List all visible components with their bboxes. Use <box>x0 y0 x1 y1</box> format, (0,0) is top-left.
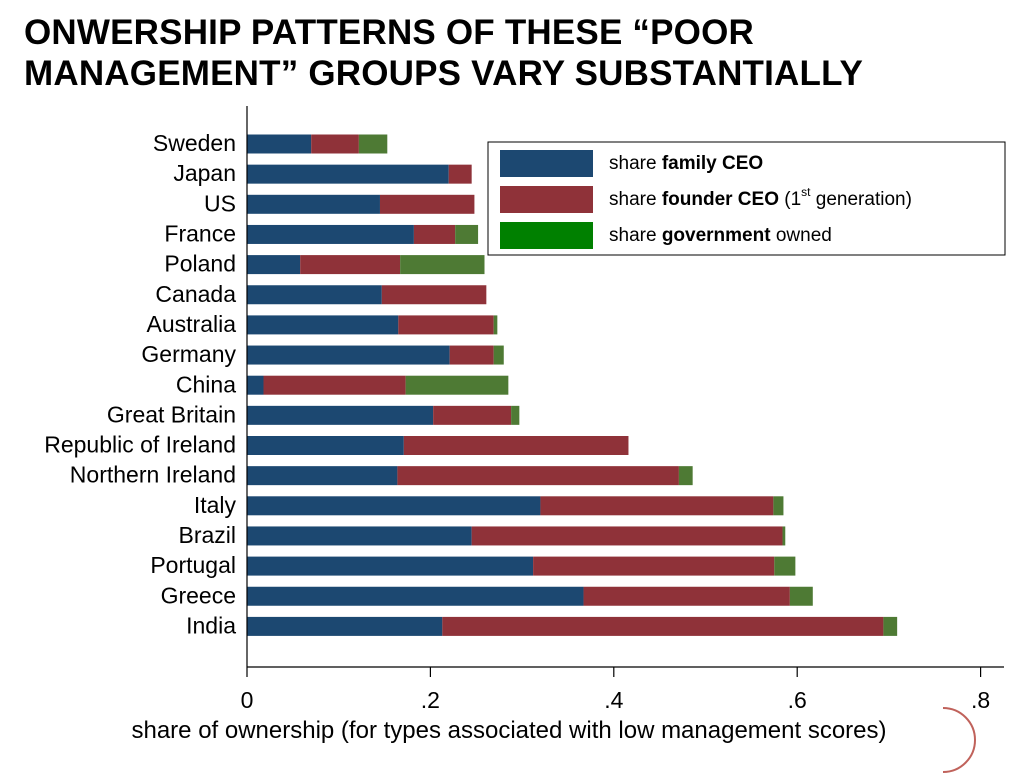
bar-sweden-series-3 <box>358 134 388 154</box>
slide-title-line-2: MANAGEMENT” GROUPS VARY SUBSTANTIALLY <box>24 54 864 93</box>
bar-great-britain-series-1 <box>247 405 434 425</box>
category-label-germany: Germany <box>141 341 236 367</box>
legend-swatch-2 <box>500 186 593 213</box>
category-label-china: China <box>176 371 236 397</box>
bar-australia-series-1 <box>247 315 399 335</box>
bar-poland-series-1 <box>247 255 301 275</box>
bar-northern-ireland-series-1 <box>247 466 398 486</box>
bar-canada-series-1 <box>247 285 382 305</box>
category-label-portugal: Portugal <box>150 552 236 578</box>
bar-portugal-series-1 <box>247 556 534 576</box>
category-label-brazil: Brazil <box>178 522 236 548</box>
bar-great-britain-series-3 <box>511 405 520 425</box>
bar-france-series-2 <box>413 224 456 244</box>
x-tick-label-2: .4 <box>604 687 623 713</box>
bar-northern-ireland-series-3 <box>678 466 693 486</box>
legend-swatch-3 <box>500 222 593 249</box>
category-label-sweden: Sweden <box>153 130 236 156</box>
bar-italy-series-1 <box>247 496 541 516</box>
legend-swatch-1 <box>500 150 593 177</box>
slide-title: ONWERSHIP PATTERNS OF THESE “POOR MANAGE… <box>24 12 1014 94</box>
x-axis-label: share of ownership (for types associated… <box>131 717 886 744</box>
category-label-us: US <box>204 190 236 216</box>
bar-northern-ireland-series-2 <box>397 466 679 486</box>
bar-china-series-2 <box>263 375 406 395</box>
bar-china-series-3 <box>405 375 509 395</box>
bar-australia-series-3 <box>493 315 498 335</box>
slide-title-line-1: ONWERSHIP PATTERNS OF THESE “POOR <box>24 13 754 52</box>
category-label-northern-ireland: Northern Ireland <box>70 462 236 488</box>
bar-us-series-2 <box>379 194 475 214</box>
legend-label-2: share founder CEO (1st generation) <box>609 185 912 210</box>
bar-greece-series-1 <box>247 586 584 606</box>
category-label-great-britain: Great Britain <box>107 401 236 427</box>
category-label-canada: Canada <box>155 281 236 307</box>
bars-group: Sweden Japan US France Poland Canada Australia… <box>44 130 898 638</box>
x-tick-label-0: 0 <box>241 687 254 713</box>
bar-greece-series-2 <box>583 586 790 606</box>
bar-italy-series-2 <box>540 496 774 516</box>
legend-label-1: share family CEO <box>609 153 763 174</box>
bar-france-series-3 <box>455 224 479 244</box>
bar-japan-series-1 <box>247 164 449 184</box>
legend-label-3: share government owned <box>609 225 832 246</box>
axes-group: 0 .2 .4 .6 .8 <box>241 106 1004 713</box>
x-tick-label-3: .6 <box>788 687 807 713</box>
bar-us-series-1 <box>247 194 380 214</box>
bar-india-series-2 <box>442 616 884 636</box>
bar-republic-of-ireland-series-2 <box>403 436 629 455</box>
bar-china-series-1 <box>247 375 264 395</box>
bar-australia-series-2 <box>398 315 494 335</box>
x-tick-label-1: .2 <box>421 687 440 713</box>
bar-poland-series-3 <box>400 255 485 275</box>
bar-brazil-series-2 <box>471 526 783 546</box>
bar-germany-series-1 <box>247 345 450 365</box>
bar-india-series-1 <box>247 616 443 636</box>
bar-italy-series-3 <box>773 496 784 516</box>
bar-brazil-series-1 <box>247 526 472 546</box>
bar-portugal-series-3 <box>774 556 796 576</box>
bar-canada-series-2 <box>381 285 487 305</box>
bar-brazil-series-3 <box>782 526 786 546</box>
bar-japan-series-2 <box>448 164 472 184</box>
bar-sweden-series-2 <box>311 134 359 154</box>
bar-germany-series-3 <box>493 345 504 365</box>
category-label-greece: Greece <box>161 582 236 608</box>
bar-sweden-series-1 <box>247 134 312 154</box>
category-label-republic-of-ireland: Republic of Ireland <box>44 432 236 458</box>
bar-france-series-1 <box>247 224 414 244</box>
bar-great-britain-series-2 <box>433 405 512 425</box>
category-label-india: India <box>186 612 236 638</box>
legend: share family CEO share founder CEO (1st g… <box>487 141 1006 256</box>
category-label-japan: Japan <box>173 160 236 186</box>
bar-portugal-series-2 <box>533 556 775 576</box>
x-tick-label-4: .8 <box>971 687 990 713</box>
category-label-france: France <box>164 221 236 247</box>
category-label-poland: Poland <box>164 251 236 277</box>
category-label-italy: Italy <box>194 492 237 518</box>
bar-poland-series-2 <box>300 255 401 275</box>
bar-republic-of-ireland-series-1 <box>247 436 404 455</box>
bar-india-series-3 <box>883 616 898 636</box>
category-label-australia: Australia <box>147 311 237 337</box>
bar-germany-series-2 <box>449 345 494 365</box>
bar-greece-series-3 <box>789 586 813 606</box>
